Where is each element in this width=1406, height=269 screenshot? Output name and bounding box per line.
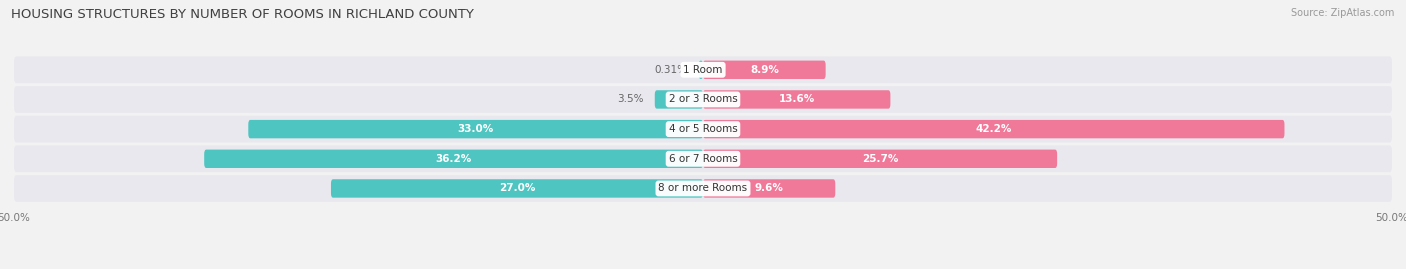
Text: 33.0%: 33.0% [457, 124, 494, 134]
Text: 6 or 7 Rooms: 6 or 7 Rooms [669, 154, 737, 164]
FancyBboxPatch shape [703, 150, 1057, 168]
FancyBboxPatch shape [330, 179, 703, 198]
Text: 8 or more Rooms: 8 or more Rooms [658, 183, 748, 193]
FancyBboxPatch shape [655, 90, 703, 109]
Text: 8.9%: 8.9% [749, 65, 779, 75]
Text: 27.0%: 27.0% [499, 183, 536, 193]
FancyBboxPatch shape [204, 150, 703, 168]
FancyBboxPatch shape [703, 90, 890, 109]
Text: HOUSING STRUCTURES BY NUMBER OF ROOMS IN RICHLAND COUNTY: HOUSING STRUCTURES BY NUMBER OF ROOMS IN… [11, 8, 474, 21]
Text: 0.31%: 0.31% [655, 65, 688, 75]
Text: 4 or 5 Rooms: 4 or 5 Rooms [669, 124, 737, 134]
FancyBboxPatch shape [14, 116, 1392, 143]
Text: 13.6%: 13.6% [779, 94, 815, 104]
FancyBboxPatch shape [249, 120, 703, 138]
FancyBboxPatch shape [14, 175, 1392, 202]
FancyBboxPatch shape [14, 146, 1392, 172]
FancyBboxPatch shape [14, 56, 1392, 83]
FancyBboxPatch shape [14, 86, 1392, 113]
Text: 36.2%: 36.2% [436, 154, 472, 164]
FancyBboxPatch shape [699, 61, 703, 79]
Text: 1 Room: 1 Room [683, 65, 723, 75]
Text: 3.5%: 3.5% [617, 94, 644, 104]
Text: Source: ZipAtlas.com: Source: ZipAtlas.com [1291, 8, 1395, 18]
Text: 25.7%: 25.7% [862, 154, 898, 164]
Text: 42.2%: 42.2% [976, 124, 1012, 134]
FancyBboxPatch shape [703, 61, 825, 79]
FancyBboxPatch shape [703, 179, 835, 198]
FancyBboxPatch shape [703, 120, 1285, 138]
Text: 9.6%: 9.6% [755, 183, 783, 193]
Text: 2 or 3 Rooms: 2 or 3 Rooms [669, 94, 737, 104]
